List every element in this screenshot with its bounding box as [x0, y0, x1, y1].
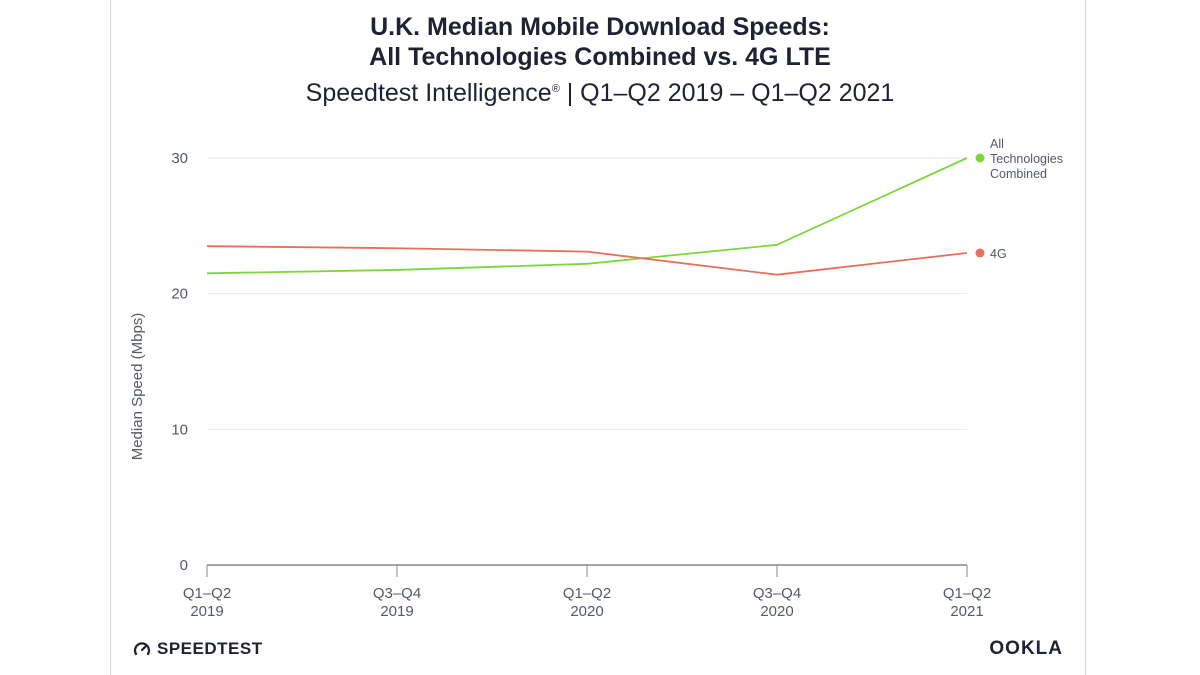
- x-tick-label-year: 2021: [950, 603, 983, 620]
- legend-label-all_tech: All: [990, 137, 1004, 151]
- x-tick-label: Q1–Q2: [183, 585, 231, 602]
- y-tick-label: 20: [171, 286, 188, 303]
- y-tick-label: 30: [171, 150, 188, 167]
- chart-frame: [110, 0, 1086, 675]
- x-tick-label-year: 2019: [380, 603, 413, 620]
- subtitle-suffix: | Q1–Q2 2019 – Q1–Q2 2021: [559, 79, 895, 107]
- x-tick-label: Q3–Q4: [373, 585, 421, 602]
- x-tick-label-year: 2019: [190, 603, 223, 620]
- legend-marker-fourg: [975, 248, 985, 258]
- registered-mark: ®: [551, 83, 560, 95]
- ookla-logo: OOKLA: [989, 638, 1063, 659]
- chart-subtitle: Speedtest Intelligence® | Q1–Q2 2019 – Q…: [0, 74, 1200, 108]
- y-tick-label: 10: [171, 421, 188, 438]
- speedtest-gauge-icon: [133, 642, 151, 656]
- x-tick-label: Q3–Q4: [753, 585, 801, 602]
- subtitle-prefix: Speedtest Intelligence: [305, 79, 552, 107]
- legend-label-all_tech: Technologies: [990, 152, 1063, 166]
- x-tick-label: Q1–Q2: [563, 585, 611, 602]
- series-line-all_tech: [206, 157, 968, 275]
- x-tick-label-year: 2020: [570, 603, 603, 620]
- speedtest-wordmark: SPEEDTEST: [157, 639, 263, 658]
- legend-label-all_tech: Combined: [990, 167, 1047, 181]
- chart-header: U.K. Median Mobile Download Speeds: All …: [0, 12, 1200, 108]
- legend-marker-all_tech: [975, 153, 985, 163]
- series-line-fourg: [206, 245, 968, 276]
- legend-label-fourg: 4G: [990, 247, 1007, 261]
- x-tick-label-year: 2020: [760, 603, 793, 620]
- chart-title-line-1: U.K. Median Mobile Download Speeds:: [370, 13, 830, 41]
- y-axis-label: Median Speed (Mbps): [129, 313, 146, 461]
- speedtest-logo: SPEEDTEST: [133, 638, 263, 660]
- chart-title-line-2: All Technologies Combined vs. 4G LTE: [369, 43, 831, 71]
- x-tick-label: Q1–Q2: [943, 585, 991, 602]
- y-tick-label: 0: [180, 557, 188, 574]
